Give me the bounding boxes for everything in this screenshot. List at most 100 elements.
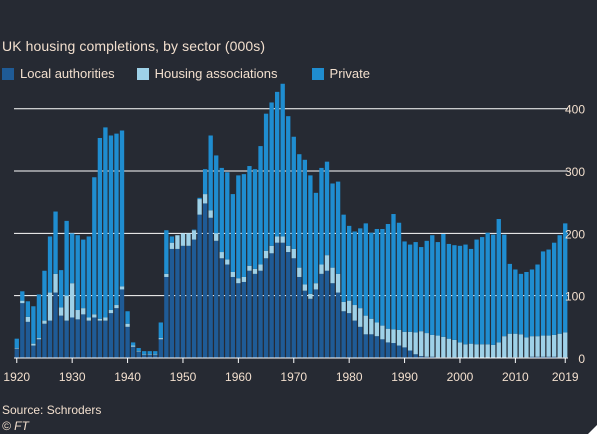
y-tick-label: 300 [565, 165, 585, 179]
bar-2011-1 [518, 334, 524, 358]
bar-1979-1 [341, 301, 346, 312]
bar-1983-1 [363, 315, 368, 335]
bar-1968-2 [280, 83, 285, 237]
bar-1939-0 [119, 289, 125, 358]
bar-1924-1 [36, 338, 42, 340]
bar-2017-2 [551, 242, 557, 335]
bar-1945-2 [153, 351, 158, 355]
bar-1986-2 [380, 228, 385, 326]
bar-1991-0 [407, 350, 413, 358]
bar-2010-1 [513, 333, 518, 358]
bar-1934-2 [92, 177, 97, 315]
bar-1952-2 [191, 229, 197, 231]
bar-1985-0 [374, 336, 380, 358]
bar-1949-0 [175, 248, 180, 358]
bar-1929-0 [64, 320, 69, 358]
bar-1992-2 [413, 242, 418, 333]
bar-2006-1 [491, 344, 496, 358]
bar-1965-0 [263, 258, 269, 358]
bar-1930-1 [70, 283, 75, 318]
legend-item-housing-associations: Housing associations [136, 66, 278, 81]
bar-1972-0 [302, 290, 308, 358]
bar-2001-2 [463, 244, 468, 345]
bar-2015-0 [540, 356, 546, 358]
bar-1978-0 [335, 292, 341, 358]
x-tick-label: 1980 [336, 370, 363, 384]
bar-1979-2 [341, 214, 346, 302]
bar-1935-2 [97, 137, 103, 319]
bar-1993-1 [419, 331, 424, 357]
bar-1988-2 [391, 214, 396, 330]
bar-1938-1 [114, 305, 119, 309]
bar-1977-0 [330, 283, 335, 358]
bar-1952-1 [191, 230, 197, 240]
bar-1938-0 [114, 308, 119, 358]
bar-1927-2 [53, 211, 58, 274]
bar-2016-1 [546, 335, 551, 357]
bar-1995-0 [430, 356, 435, 358]
bar-1967-0 [274, 242, 280, 358]
bar-1923-1 [31, 343, 36, 346]
bar-1995-2 [430, 235, 435, 335]
bar-1984-1 [369, 318, 374, 335]
bar-2018-1 [557, 333, 562, 358]
bar-1973-1 [308, 293, 313, 299]
legend-item-local-authorities: Local authorities [2, 66, 115, 81]
bar-1994-2 [424, 240, 429, 334]
y-axis-tick-labels: 0 100 200 300 400 [565, 103, 585, 366]
bar-1992-0 [413, 354, 418, 358]
bar-1923-2 [31, 306, 36, 344]
x-tick-label: 2019 [552, 370, 579, 384]
bar-1995-1 [430, 334, 435, 357]
bar-1976-0 [324, 270, 330, 358]
bar-1952-0 [191, 239, 197, 358]
bar-1939-1 [119, 286, 125, 290]
bar-1990-2 [402, 241, 407, 332]
ft-credit: © FT [2, 419, 29, 433]
bar-1926-2 [47, 236, 53, 293]
bar-1960-2 [236, 175, 241, 279]
bar-1954-1 [202, 194, 208, 204]
bar-1985-1 [374, 322, 380, 337]
bar-1955-2 [208, 135, 213, 211]
bar-1959-1 [230, 271, 235, 277]
bar-1928-1 [58, 307, 64, 316]
bar-1971-0 [297, 276, 302, 358]
x-axis-tick-labels: 1920 1930 1940 1950 1960 1970 1980 1990 2000 2010… [3, 358, 579, 384]
bar-2004-2 [479, 237, 485, 345]
bar-1974-2 [313, 192, 319, 284]
bar-2000-1 [457, 342, 463, 358]
bar-1920-2 [14, 338, 19, 349]
corner-fold-icon [588, 425, 597, 434]
bar-1944-1 [147, 354, 152, 355]
bar-2016-0 [546, 356, 551, 358]
bar-1982-2 [358, 228, 363, 309]
x-tick-label: 1960 [225, 370, 252, 384]
bar-1960-0 [236, 283, 241, 358]
bar-1950-1 [180, 233, 186, 246]
bar-1980-0 [347, 313, 352, 358]
legend-swatch-housing-associations [136, 67, 149, 80]
bar-1934-0 [92, 317, 97, 358]
bar-1948-2 [169, 236, 175, 243]
bar-1938-2 [114, 133, 119, 306]
bar-1944-2 [147, 351, 152, 355]
bar-1954-2 [202, 169, 208, 195]
bar-1956-1 [214, 233, 219, 241]
bar-1954-0 [202, 203, 208, 358]
bar-1966-1 [269, 245, 274, 254]
bar-1922-2 [25, 301, 31, 317]
bar-1966-0 [269, 253, 274, 358]
bar-2017-0 [551, 356, 557, 358]
bar-1998-1 [446, 338, 452, 358]
bar-1989-0 [396, 345, 402, 358]
bar-1961-1 [241, 276, 247, 282]
bar-1978-1 [335, 273, 341, 293]
bar-1940-1 [125, 323, 130, 327]
bar-1990-0 [402, 347, 407, 358]
bar-2017-1 [551, 334, 557, 357]
bar-1989-1 [396, 329, 402, 346]
bar-1991-1 [407, 331, 413, 351]
bar-1992-1 [413, 332, 418, 355]
